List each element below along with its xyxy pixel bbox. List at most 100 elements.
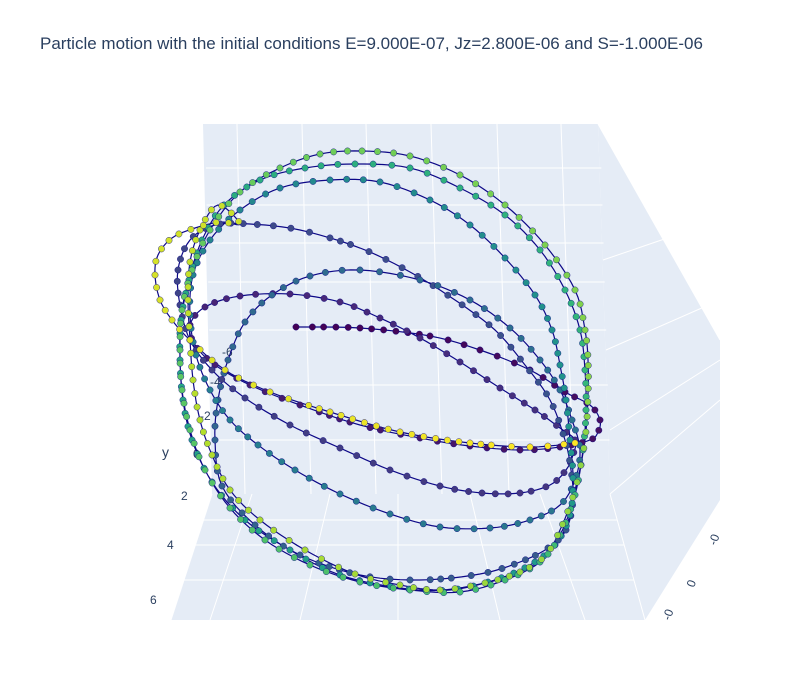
trajectory-point <box>535 378 542 386</box>
trajectory-point <box>358 147 366 155</box>
trajectory-point <box>306 228 313 236</box>
trajectory-point <box>270 537 278 545</box>
trajectory-point <box>178 386 186 394</box>
trajectory-point <box>270 171 278 179</box>
trajectory-point <box>268 291 276 299</box>
trajectory-point <box>572 313 580 321</box>
trajectory-point <box>336 298 344 306</box>
trajectory-point <box>583 337 590 344</box>
trajectory-point <box>472 192 480 200</box>
trajectory-point <box>318 555 325 563</box>
trajectory-point <box>496 384 504 392</box>
trajectory-point <box>591 406 599 414</box>
trajectory-point <box>265 449 273 457</box>
trajectory-point <box>191 390 199 397</box>
trajectory-point <box>526 516 534 524</box>
grid-line <box>299 493 331 621</box>
trajectory-point <box>302 555 310 563</box>
trajectory-point <box>305 474 313 482</box>
trajectory-point <box>193 253 201 261</box>
trajectory-point <box>249 308 257 316</box>
trajectory-point <box>218 376 226 383</box>
trajectory-point <box>476 346 484 354</box>
trajectory-point <box>426 332 434 340</box>
trajectory-point <box>487 190 494 198</box>
trajectory-point <box>509 392 516 400</box>
trajectory-point <box>188 247 196 255</box>
trajectory-point <box>568 499 576 507</box>
trajectory-point <box>301 546 309 554</box>
trajectory-point <box>403 515 411 523</box>
trajectory-point <box>292 180 300 188</box>
trajectory-point <box>515 213 523 221</box>
trajectory-point <box>177 255 184 263</box>
trajectory-point <box>184 283 192 291</box>
grid-line <box>365 123 377 495</box>
y-tick: 6 <box>150 593 157 607</box>
trajectory-point <box>343 175 351 183</box>
trajectory-point <box>212 409 220 417</box>
trajectory-point <box>254 441 262 449</box>
trajectory-point <box>595 426 603 434</box>
z-tick: 0 <box>684 578 700 589</box>
trajectory-point <box>552 338 559 346</box>
y-tick: 4 <box>167 538 174 552</box>
trajectory-point <box>443 436 451 444</box>
trajectory-point <box>455 438 463 446</box>
trajectory-point <box>223 295 230 303</box>
trajectory-point <box>406 152 414 160</box>
trajectory-point <box>237 516 245 523</box>
trajectory-point <box>491 490 499 498</box>
trajectory-point <box>554 349 562 357</box>
trajectory-point <box>238 509 246 517</box>
trajectory-point <box>563 271 571 279</box>
trajectory-point <box>201 375 209 383</box>
trajectory-point <box>308 323 316 331</box>
trajectory-point <box>416 334 424 342</box>
trajectory-point <box>195 453 203 461</box>
trajectory-point <box>436 482 444 490</box>
trajectory-point <box>315 405 323 413</box>
trajectory-point <box>292 277 300 285</box>
trajectory-point <box>501 576 509 584</box>
trajectory-point <box>486 524 494 532</box>
trajectory-point <box>266 388 274 396</box>
trajectory-point <box>186 258 194 266</box>
trajectory-point <box>219 475 227 483</box>
trajectory-point <box>539 374 547 381</box>
trajectory-point <box>410 189 418 197</box>
trajectory-point <box>596 416 604 424</box>
trajectory-point <box>494 314 502 322</box>
trajectory-point <box>211 299 219 306</box>
trajectory-point <box>541 413 548 420</box>
trajectory-point <box>573 478 581 486</box>
trajectory-point <box>480 305 488 312</box>
trajectory-point <box>571 439 579 447</box>
trajectory-point <box>467 572 475 579</box>
grid-line <box>539 493 586 621</box>
trajectory-point <box>189 376 197 384</box>
trajectory-point <box>584 361 592 369</box>
trajectory-point <box>153 284 161 291</box>
trajectory-point <box>584 385 592 392</box>
trajectory-point <box>543 390 550 398</box>
trajectory-point <box>317 162 325 170</box>
trajectory-point <box>152 257 160 265</box>
trajectory-point <box>278 458 286 466</box>
trajectory-point <box>516 568 524 576</box>
trajectory-point <box>226 486 234 494</box>
trajectory-point <box>286 290 294 298</box>
trajectory-point <box>184 296 192 304</box>
trajectory-point <box>188 363 196 371</box>
trajectory-point <box>326 408 334 416</box>
trajectory-point <box>161 306 169 314</box>
trajectory-point <box>244 506 252 514</box>
trajectory-point <box>215 225 223 233</box>
trajectory-point <box>330 148 337 156</box>
trajectory-point <box>444 291 452 299</box>
trajectory-point <box>217 492 225 500</box>
trajectory-point <box>175 230 183 238</box>
trajectory-point <box>319 437 327 444</box>
trajectory-point <box>456 358 464 366</box>
